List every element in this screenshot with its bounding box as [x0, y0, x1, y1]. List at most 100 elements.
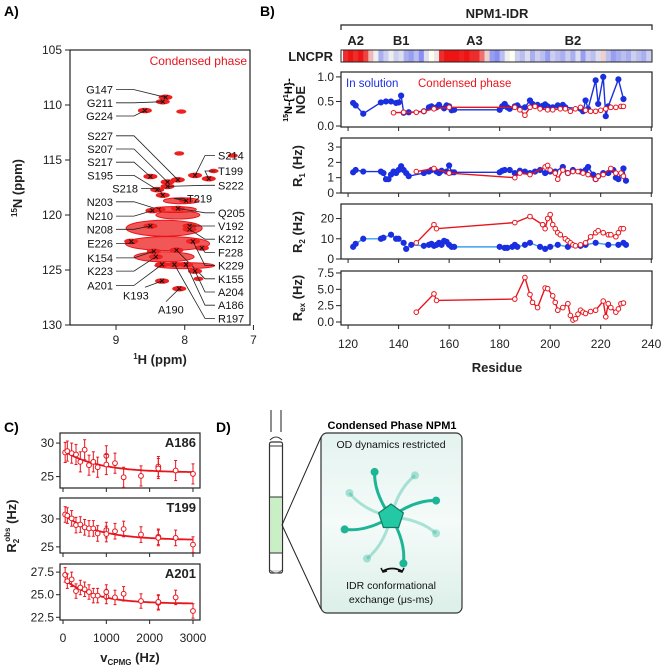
peak-leader-line: [192, 241, 215, 267]
region-label: B1: [393, 33, 410, 48]
peak-leader-line: [116, 225, 151, 230]
condensed-point: [529, 299, 536, 306]
condensed-point: [572, 106, 579, 112]
peak-leader-line: [116, 110, 146, 117]
condensed-point: [595, 173, 601, 179]
peak-label: T219: [187, 194, 212, 206]
solution-point: [446, 162, 453, 169]
condensed-point: [565, 300, 571, 307]
condensed-point: [592, 108, 599, 115]
lncpr-segment: [348, 50, 354, 62]
condensed-point: [605, 300, 612, 307]
y-tick-label: 1: [327, 171, 334, 185]
lncpr-segment: [423, 50, 430, 62]
lncpr-segment: [494, 50, 500, 62]
lncpr-segment: [565, 50, 571, 62]
condensed-point: [600, 298, 607, 304]
x-tick-label: 9: [113, 333, 120, 347]
y-tick-label: 25: [41, 540, 55, 554]
cpmg-point: [155, 535, 162, 541]
r1-ylabel-part: R: [290, 177, 305, 187]
peak-label: N210: [87, 211, 113, 223]
lncpr-segment: [459, 50, 465, 62]
solution-point: [352, 102, 359, 109]
peak-label: K155: [218, 274, 244, 286]
lncpr-segment: [590, 50, 596, 62]
peak-leader-line: [116, 201, 159, 210]
peak-label: S195: [87, 170, 113, 182]
lncpr-segment: [545, 50, 551, 62]
condensed-point: [413, 309, 420, 315]
peak-marker-icon: [175, 177, 181, 183]
peak-marker-icon: [183, 262, 189, 267]
lncpr-segment: [383, 50, 389, 62]
condensed-point: [446, 104, 452, 111]
r2-ylabel-part: R: [290, 243, 305, 253]
y-tick-label: 30: [41, 512, 55, 526]
subplot-frame: [340, 71, 653, 128]
peak-label: K193: [123, 290, 149, 302]
x-tick-label: 7: [250, 333, 257, 347]
solution-point: [592, 239, 599, 246]
peak-leader-line: [116, 250, 154, 259]
condensed-point: [544, 215, 551, 222]
peak-leader-line: [116, 161, 151, 177]
cpmg-point: [103, 531, 110, 537]
peak-leader-line: [177, 208, 215, 214]
peak-leader-line: [116, 256, 157, 272]
cpmg-point: [112, 460, 118, 467]
x-tick-label: 140: [389, 337, 409, 351]
peak-marker-icon: [150, 208, 155, 213]
condensed-point: [527, 213, 533, 220]
solution-point: [360, 168, 367, 175]
peak-leader-line: [174, 264, 215, 319]
solution-point: [622, 177, 630, 184]
condensed-point: [582, 107, 589, 114]
y-tick-label: 105: [42, 43, 62, 57]
r1-ylabel-part: 1: [298, 173, 307, 178]
condensed-point: [560, 304, 566, 311]
condensed-point: [613, 104, 619, 111]
panel-b: NPM1-IDR LNCPR A2 B1 A3 B2 In solution Cond…: [283, 6, 661, 375]
solution-point: [405, 173, 412, 180]
y-tick-label: 130: [42, 318, 62, 332]
condensed-point: [549, 107, 556, 113]
cpmg-ylabel-part: R: [4, 543, 19, 553]
condensed-point: [615, 229, 622, 236]
y-tick-label: 3: [327, 140, 334, 154]
condensed-point: [565, 170, 571, 176]
r2-ylabel-part: (Hz): [290, 211, 305, 239]
r2-ylabel-part: 2: [298, 239, 307, 244]
condensed-point: [575, 168, 581, 175]
lncpr-segment: [479, 50, 485, 62]
condensed-point: [544, 162, 551, 169]
lncpr-segment: [631, 50, 637, 62]
condensed-point: [431, 291, 437, 297]
peak: [174, 151, 185, 156]
lncpr-segment: [555, 50, 561, 62]
condensed-point: [620, 300, 627, 306]
solution-point: [420, 242, 427, 249]
peak-leader-line: [116, 174, 158, 191]
condensed-point: [413, 109, 420, 116]
peak-marker-icon: [142, 108, 148, 113]
peak-marker-icon: [153, 254, 159, 260]
condensed-point: [557, 231, 564, 238]
peak-leader-line: [116, 264, 163, 286]
peak-leader-line: [185, 264, 215, 306]
peak-marker-icon: [163, 94, 168, 100]
solution-point: [400, 239, 407, 246]
peak-label: K154: [87, 253, 113, 265]
solution-point: [622, 241, 630, 248]
noe-ylabel-part: H}-: [283, 78, 295, 94]
condensed-point: [552, 299, 559, 306]
cpmg-point: [64, 512, 71, 519]
lncpr-segment: [524, 50, 531, 62]
condensed-point: [582, 310, 589, 317]
cpmg-subplot-frame: [59, 563, 201, 621]
ylabel-sup: 15: [10, 208, 19, 217]
cpmg-point: [77, 521, 84, 528]
cpmg-point: [68, 515, 75, 522]
solution-point: [387, 98, 395, 105]
lncpr-segment: [403, 50, 410, 62]
